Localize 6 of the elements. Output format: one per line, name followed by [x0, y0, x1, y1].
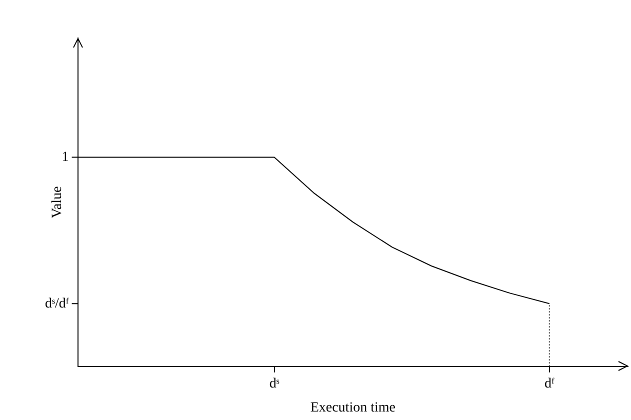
x-axis-title: Execution time: [310, 400, 396, 416]
text: 1: [62, 150, 69, 165]
x-tick-label: dᶠ: [544, 376, 554, 392]
text: dˢ/dᶠ: [45, 296, 69, 312]
y-axis-title: Value: [50, 186, 66, 218]
x-tick-label: dˢ: [269, 376, 280, 392]
